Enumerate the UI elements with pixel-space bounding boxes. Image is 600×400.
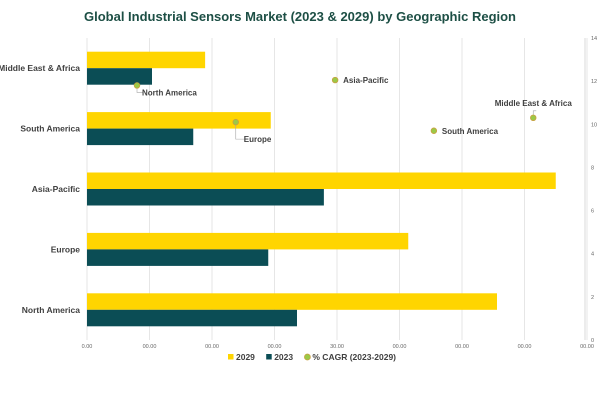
cagr-point	[232, 118, 239, 126]
y2-tick-label: 2	[591, 295, 594, 301]
bar-2029-middle-east-africa	[87, 51, 206, 69]
x-tick-label: 00.00	[143, 344, 157, 350]
bar-2029-north-america	[87, 293, 497, 310]
bar-2023-asia-pacific	[87, 189, 324, 206]
x-tick-label: 00.00	[518, 344, 532, 350]
bar-2023-europe	[87, 249, 269, 266]
leader-line	[235, 125, 245, 140]
legend-label: % CAGR (2023-2029)	[312, 352, 396, 362]
x-tick-label: 00.00	[393, 344, 407, 350]
x-tick-label: 00.00	[580, 344, 594, 350]
legend-label: 2023	[274, 352, 293, 362]
legend-swatch-2023	[266, 354, 272, 360]
y2-tick-label: 6	[591, 209, 594, 215]
bar-2023-south-america	[87, 128, 194, 146]
category-label: North America	[22, 305, 81, 315]
legend: 2029 2023 % CAGR (2023-2029)	[228, 352, 396, 362]
leader-line	[532, 110, 537, 115]
x-tick-label: 00.00	[205, 344, 219, 350]
cagr-point-label: Middle East & Africa	[495, 99, 573, 108]
y2-tick-label: 0	[591, 338, 594, 344]
x-tick-label: 0.00	[82, 344, 93, 350]
y2-tick-label: 10	[591, 122, 597, 128]
bar-2029-europe	[87, 232, 409, 250]
cagr-point	[331, 76, 339, 84]
bar-2023-north-america	[87, 309, 297, 327]
cagr-point-label: North America	[142, 88, 197, 97]
bar-2029-south-america	[87, 112, 271, 129]
category-label: Middle East & Africa	[0, 63, 80, 73]
cagr-point-label: South America	[442, 127, 499, 136]
legend-swatch-2029	[228, 354, 234, 360]
y2-tick-label: 12	[591, 79, 597, 85]
cagr-point	[133, 82, 141, 89]
y2-tick-label: 14	[591, 36, 597, 42]
chart-title: Global Industrial Sensors Market (2023 &…	[84, 9, 516, 24]
bar-2029-asia-pacific	[87, 172, 556, 189]
leader-line	[136, 88, 143, 93]
category-label: Asia-Pacific	[32, 184, 80, 194]
y2-tick-label: 8	[591, 165, 594, 171]
category-label: South America	[20, 124, 80, 134]
legend-swatch-cagr	[304, 353, 311, 361]
x-tick-label: 30.00	[330, 344, 344, 350]
category-label: Europe	[51, 244, 81, 254]
y2-tick-label: 4	[591, 252, 594, 258]
cagr-point	[430, 127, 438, 134]
x-tick-label: 00.00	[455, 344, 469, 350]
cagr-point-label: Asia-Pacific	[343, 76, 389, 85]
x-tick-label: 00.00	[268, 344, 282, 350]
legend-label: 2029	[236, 352, 255, 362]
cagr-point-label: Europe	[244, 135, 272, 144]
bar-2023-middle-east-africa	[87, 68, 152, 85]
cagr-point	[530, 114, 537, 122]
